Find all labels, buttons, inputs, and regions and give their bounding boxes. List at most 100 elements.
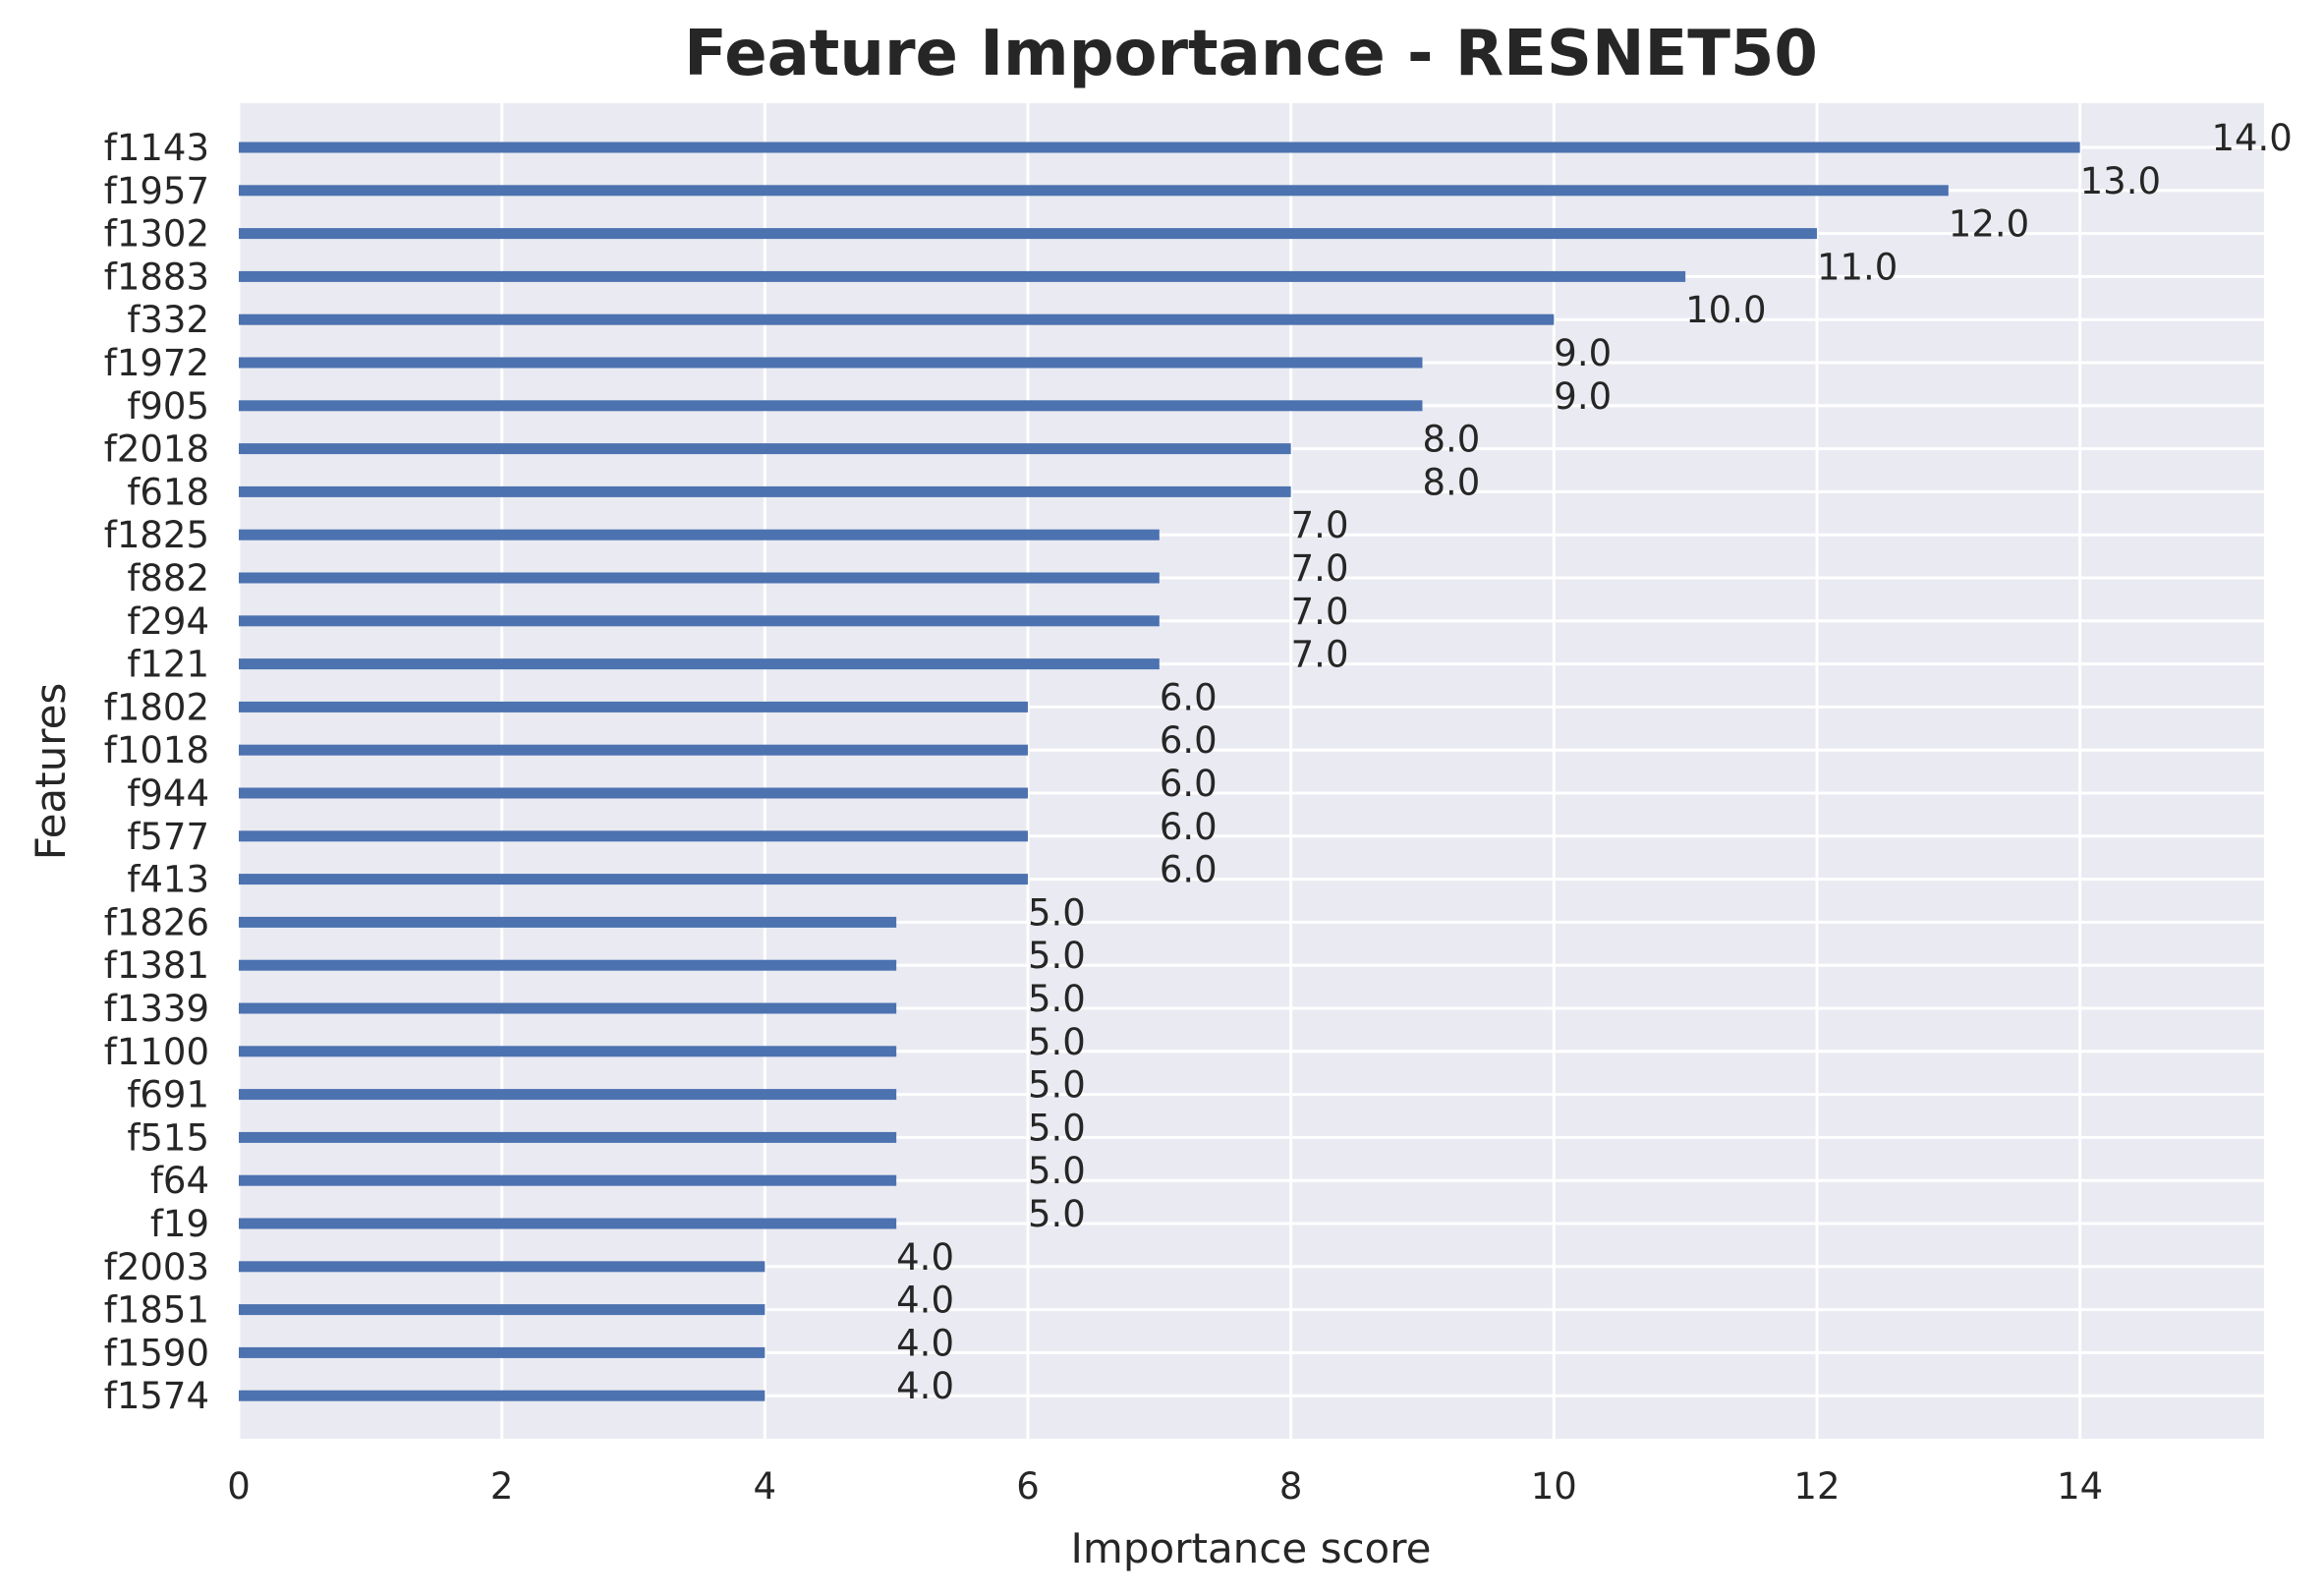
- data-label: 6.0: [1160, 806, 1218, 848]
- data-label: 6.0: [1160, 676, 1218, 718]
- bar-f618: [239, 485, 1291, 497]
- bar-f1590: [239, 1346, 765, 1358]
- bar-f1851: [239, 1304, 765, 1316]
- data-label: 5.0: [1028, 978, 1086, 1020]
- y-tick-label: f413: [127, 859, 209, 901]
- bar-f1018: [239, 744, 1028, 756]
- y-tick-label: f577: [127, 816, 209, 858]
- data-label: 7.0: [1291, 634, 1349, 676]
- chart-title: Feature Importance - RESNET50: [684, 18, 1818, 90]
- data-label: 9.0: [1554, 332, 1612, 374]
- bar-f64: [239, 1174, 897, 1186]
- y-tick-label: f1100: [104, 1031, 209, 1073]
- x-tick-label: 10: [1531, 1465, 1577, 1508]
- y-tick-label: f1143: [104, 127, 209, 169]
- data-label: 8.0: [1422, 419, 1480, 461]
- y-tick-label: f1883: [104, 256, 209, 298]
- x-tick-label: 14: [2057, 1465, 2103, 1508]
- data-label: 5.0: [1028, 1150, 1086, 1192]
- bar-f1100: [239, 1046, 897, 1057]
- y-tick-label: f332: [127, 299, 209, 341]
- data-label: 6.0: [1160, 719, 1218, 762]
- bar-f2003: [239, 1261, 765, 1273]
- x-tick-label: 12: [1793, 1465, 1840, 1508]
- bar-f944: [239, 787, 1028, 799]
- x-axis-ticks: 0 2 4 6 8 10 12 14: [227, 1465, 2103, 1508]
- y-tick-label: f1825: [104, 514, 209, 556]
- bar-f577: [239, 830, 1028, 842]
- bar-f1574: [239, 1390, 765, 1401]
- data-label: 4.0: [896, 1365, 954, 1407]
- data-label: 13.0: [2080, 160, 2161, 202]
- data-label: 7.0: [1291, 591, 1349, 633]
- bar-f332: [239, 314, 1555, 325]
- y-tick-label: f944: [127, 772, 209, 815]
- y-tick-label: f1302: [104, 213, 209, 256]
- y-tick-label: f618: [127, 471, 209, 513]
- bar-f1826: [239, 916, 897, 928]
- data-label: 4.0: [896, 1280, 954, 1322]
- data-label: 11.0: [1817, 246, 1898, 288]
- data-label: 10.0: [1685, 289, 1766, 331]
- y-tick-label: f19: [150, 1203, 209, 1245]
- y-axis-ticks: f1143f1957f1302f1883f332f1972f905f2018f6…: [104, 127, 209, 1417]
- bar-f1381: [239, 959, 897, 971]
- bar-f1825: [239, 529, 1160, 541]
- y-tick-label: f1381: [104, 944, 209, 987]
- data-label: 4.0: [896, 1322, 954, 1364]
- bar-f121: [239, 658, 1160, 670]
- data-label: 8.0: [1422, 461, 1480, 503]
- data-label: 7.0: [1291, 504, 1349, 546]
- x-tick-label: 2: [490, 1465, 514, 1508]
- bar-f1143: [239, 142, 2080, 153]
- y-tick-label: f121: [127, 644, 209, 686]
- plot-area: [239, 103, 2264, 1439]
- bar-f1957: [239, 185, 1949, 197]
- y-tick-label: f2003: [104, 1246, 209, 1288]
- bar-f1339: [239, 1002, 897, 1014]
- y-tick-label: f1574: [104, 1375, 209, 1417]
- x-tick-label: 4: [754, 1465, 777, 1508]
- bar-f882: [239, 572, 1160, 584]
- bar-f905: [239, 400, 1423, 412]
- y-tick-label: f882: [127, 557, 209, 599]
- y-tick-label: f1339: [104, 988, 209, 1030]
- data-label: 9.0: [1554, 375, 1612, 418]
- data-label: 5.0: [1028, 1107, 1086, 1149]
- data-label: 5.0: [1028, 935, 1086, 977]
- data-labels: 14.013.012.011.010.09.09.08.08.07.07.07.…: [896, 117, 2293, 1407]
- data-label: 5.0: [1028, 1064, 1086, 1107]
- bar-f691: [239, 1089, 897, 1101]
- y-axis-label: Features: [27, 683, 75, 861]
- data-label: 6.0: [1160, 763, 1218, 805]
- bar-f294: [239, 615, 1160, 627]
- bar-f515: [239, 1131, 897, 1143]
- y-tick-label: f1851: [104, 1289, 209, 1332]
- x-axis-label: Importance score: [1071, 1524, 1432, 1572]
- y-tick-label: f2018: [104, 428, 209, 471]
- y-tick-label: f1972: [104, 342, 209, 384]
- data-label: 14.0: [2211, 117, 2292, 159]
- y-tick-label: f905: [127, 385, 209, 428]
- x-tick-label: 6: [1016, 1465, 1040, 1508]
- data-label: 6.0: [1160, 849, 1218, 891]
- x-tick-label: 8: [1279, 1465, 1303, 1508]
- y-tick-label: f691: [127, 1074, 209, 1116]
- x-tick-label: 0: [227, 1465, 251, 1508]
- data-label: 5.0: [1028, 891, 1086, 934]
- data-label: 7.0: [1291, 547, 1349, 590]
- bar-f19: [239, 1218, 897, 1229]
- bar-f1302: [239, 228, 1817, 240]
- data-label: 4.0: [896, 1236, 954, 1279]
- bar-f413: [239, 874, 1028, 885]
- y-tick-label: f1018: [104, 729, 209, 771]
- y-tick-label: f294: [127, 600, 209, 643]
- y-tick-label: f1802: [104, 686, 209, 728]
- y-tick-label: f64: [150, 1160, 209, 1202]
- bar-f2018: [239, 443, 1291, 455]
- data-label: 5.0: [1028, 1193, 1086, 1235]
- y-tick-label: f1590: [104, 1332, 209, 1374]
- data-label: 12.0: [1949, 203, 2029, 246]
